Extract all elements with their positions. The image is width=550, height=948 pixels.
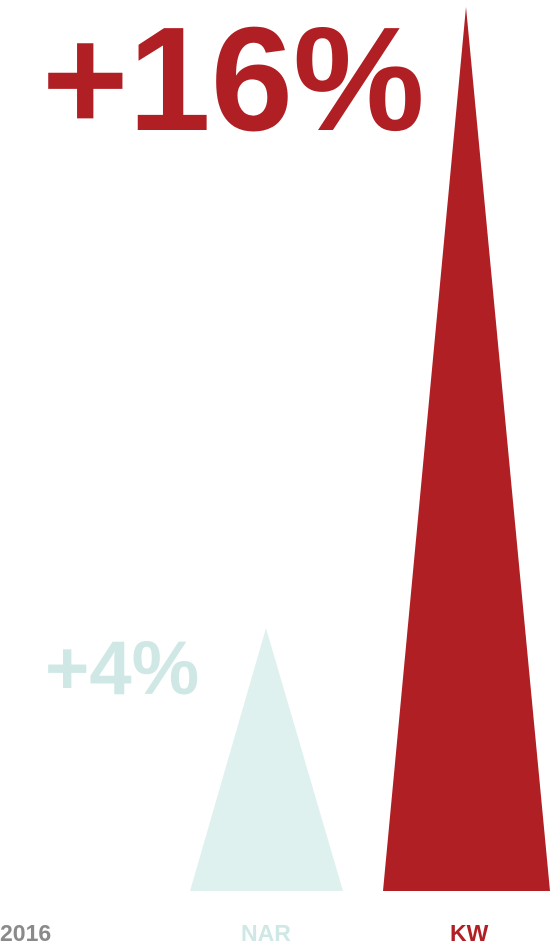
chart-labels: +4% +16% 2016 NAR KW [0, 0, 489, 946]
category-label-nar: NAR [241, 920, 291, 946]
chart-marks [190, 7, 550, 891]
value-label-kw: +16% [42, 0, 425, 162]
category-label-kw: KW [450, 920, 489, 946]
period-label: 2016 [0, 920, 51, 946]
value-label-nar: +4% [45, 626, 199, 711]
bar-kw [383, 7, 550, 891]
bar-nar [190, 628, 343, 891]
